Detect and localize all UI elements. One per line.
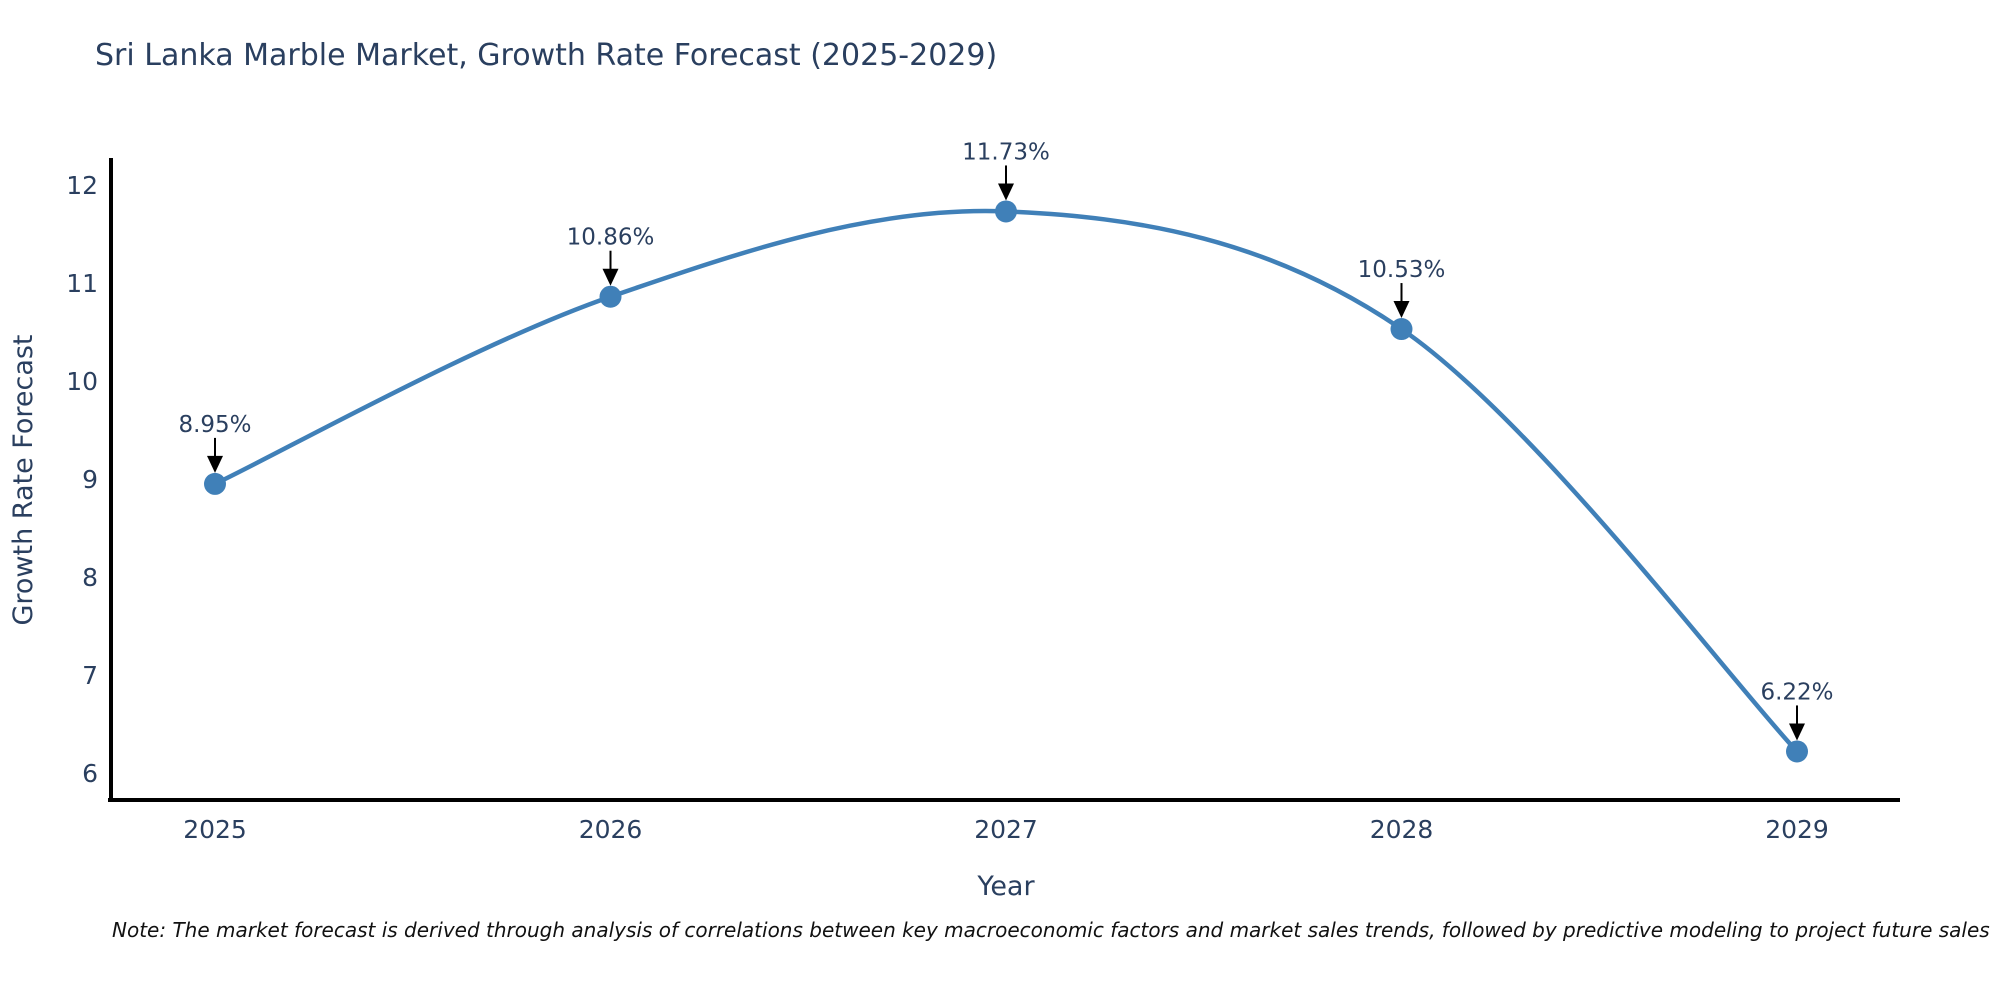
x-tick-label: 2026	[579, 815, 643, 844]
footnote: Note: The market forecast is derived thr…	[112, 918, 1990, 942]
data-label: 10.53%	[1358, 257, 1446, 283]
y-tick-label: 8	[82, 563, 98, 592]
data-label: 8.95%	[178, 412, 251, 438]
annotation-arrowhead	[602, 268, 619, 286]
forecast-line	[212, 208, 1800, 754]
data-label: 11.73%	[962, 139, 1050, 165]
y-tick-label: 7	[82, 661, 98, 690]
y-tick-label: 6	[82, 759, 98, 788]
x-tick-label: 2028	[1370, 815, 1434, 844]
y-tick-label: 10	[66, 367, 98, 396]
chart-title: Sri Lanka Marble Market, Growth Rate For…	[95, 38, 998, 73]
annotation-arrowhead	[207, 455, 223, 473]
data-point-2025	[204, 472, 226, 495]
data-point-2028	[1390, 318, 1413, 341]
data-label: 6.22%	[1760, 679, 1833, 705]
x-axis-title: Year	[976, 871, 1035, 902]
y-tick-label: 11	[66, 269, 98, 298]
data-point-2026	[599, 285, 622, 308]
x-tick-label: 2025	[183, 815, 247, 844]
y-axis-title: Growth Rate Forecast	[8, 334, 39, 625]
x-tick-label: 2027	[974, 815, 1038, 844]
y-tick-label: 9	[82, 465, 98, 494]
annotation-arrowhead	[1789, 723, 1805, 741]
data-label: 10.86%	[567, 225, 655, 251]
annotation-arrowhead	[998, 183, 1014, 201]
annotation-arrowhead	[1393, 301, 1410, 319]
plot-area: 6 7 8 9 10 11 12 2025 2026 2027 2028 2029 8.95% 10.86…	[66, 139, 1900, 844]
data-point-2027	[995, 200, 1017, 223]
data-point-2029	[1786, 740, 1808, 763]
y-tick-label: 12	[66, 171, 98, 200]
x-tick-label: 2029	[1765, 815, 1829, 844]
